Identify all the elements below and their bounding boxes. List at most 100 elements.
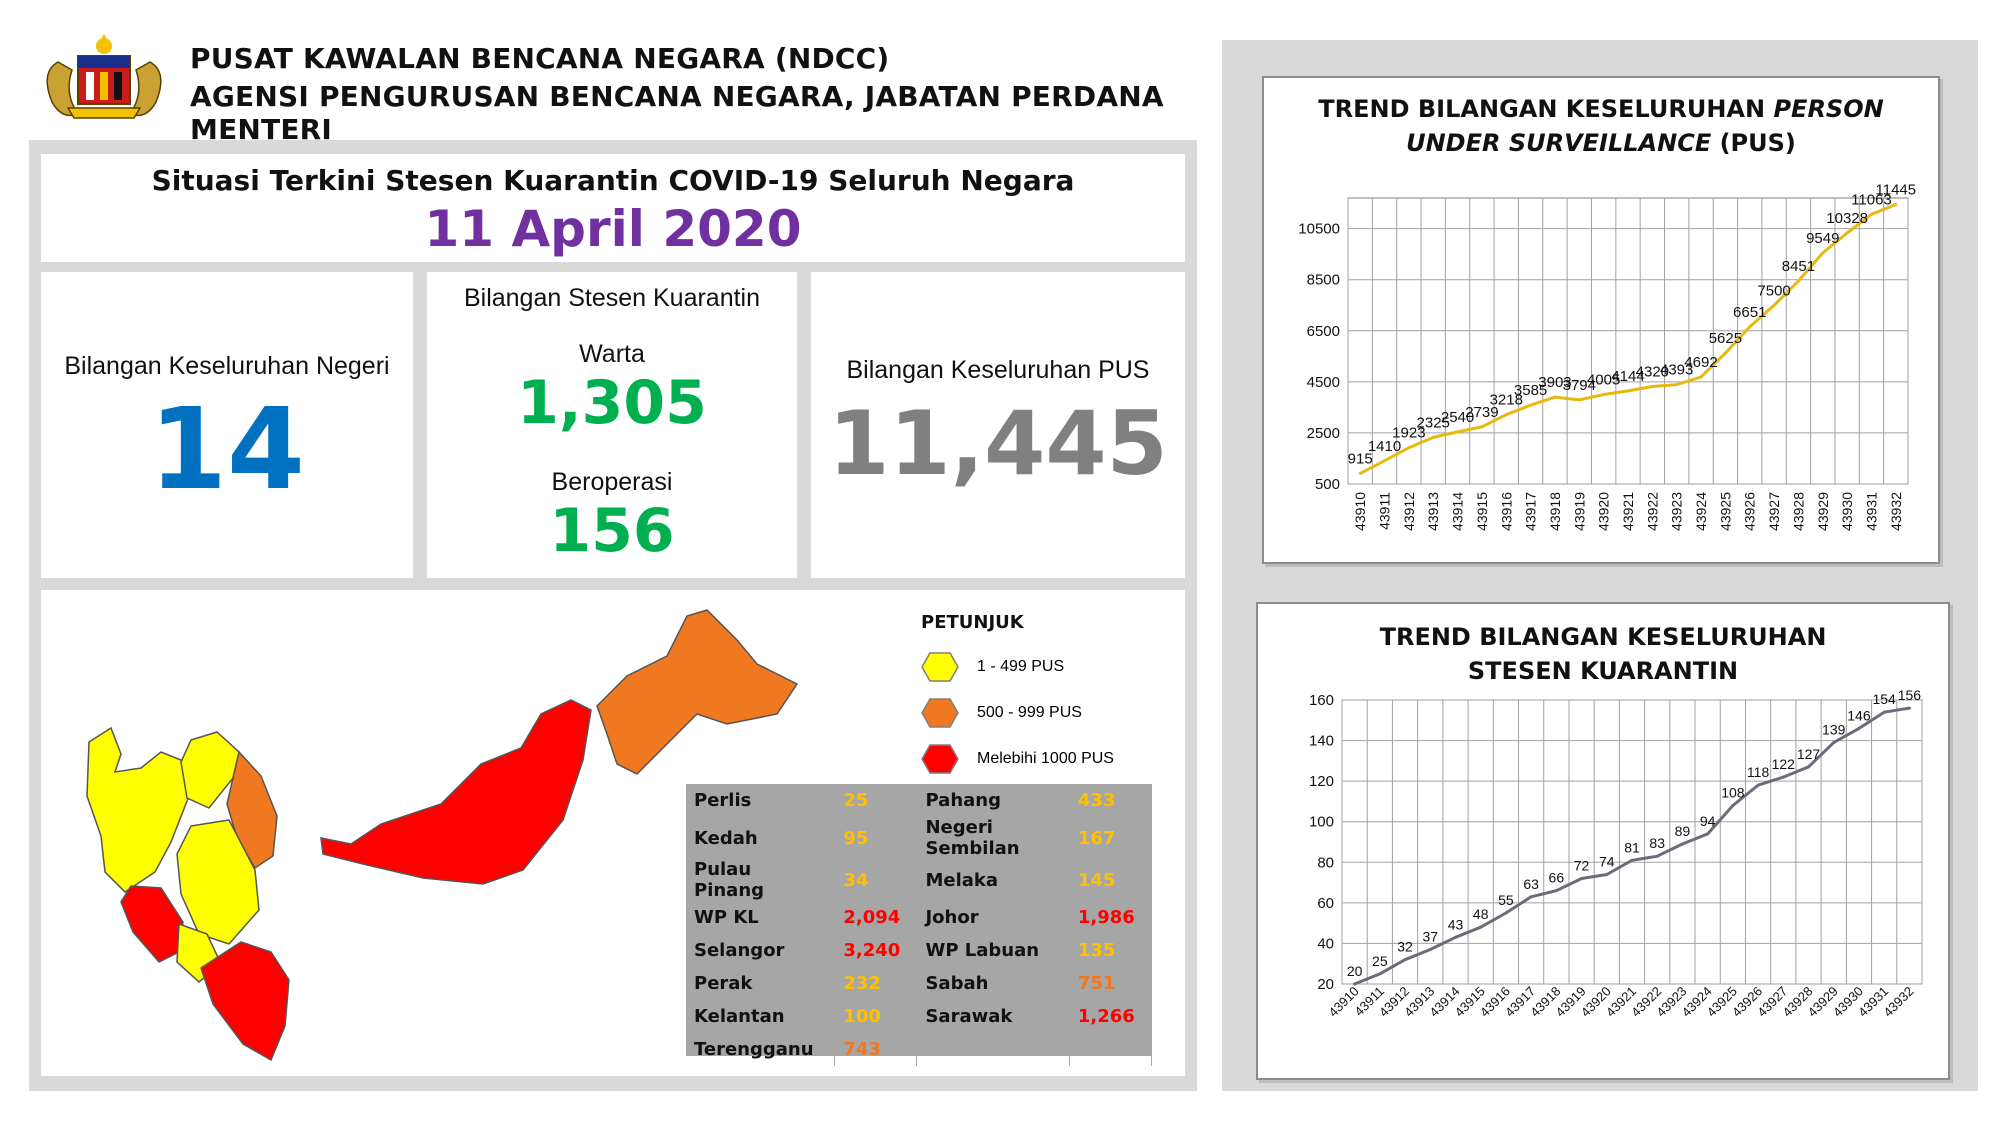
data-point xyxy=(1504,413,1508,417)
hexagon-orange-icon xyxy=(921,698,959,728)
y-tick-label: 20 xyxy=(1317,976,1334,993)
y-tick-label: 2500 xyxy=(1307,425,1340,442)
pus-title-part4: (PUS) xyxy=(1711,129,1796,157)
y-tick-label: 4500 xyxy=(1307,374,1340,391)
map-sabah xyxy=(596,609,799,775)
state-name: Selangor xyxy=(686,934,836,967)
state-value: 1,986 xyxy=(1069,901,1153,934)
y-tick-label: 500 xyxy=(1315,476,1340,493)
x-tick-label: 43918 xyxy=(1547,492,1563,531)
state-value xyxy=(1069,1033,1153,1066)
data-point xyxy=(1869,212,1873,216)
header: PUSAT KAWALAN BENCANA NEGARA (NDCC) AGEN… xyxy=(0,0,1200,146)
data-label: 10328 xyxy=(1826,210,1868,227)
map-sarawak xyxy=(320,699,592,885)
x-tick-label: 43928 xyxy=(1790,492,1806,531)
legend-label: Melebihi 1000 PUS xyxy=(977,750,1114,767)
data-label: 6651 xyxy=(1733,304,1766,321)
data-point xyxy=(1480,425,1484,429)
header-line2: AGENSI PENGURUSAN BENCANA NEGARA, JABATA… xyxy=(190,80,1164,146)
data-label: 7500 xyxy=(1757,282,1790,299)
x-tick-label: 43916 xyxy=(1498,492,1514,531)
legend-item: 500 - 999 PUS xyxy=(921,698,1161,728)
legend-item: 1 - 499 PUS xyxy=(921,652,1161,682)
data-label: 4144 xyxy=(1611,368,1644,385)
data-label: 127 xyxy=(1797,746,1821,762)
data-point xyxy=(1553,395,1557,399)
negeri-box: Bilangan Keseluruhan Negeri 14 xyxy=(41,272,413,578)
map-kelantan xyxy=(180,731,240,809)
warta-value: 1,305 xyxy=(517,368,707,438)
state-value: 167 xyxy=(1069,817,1153,859)
stesen-label: Bilangan Stesen Kuarantin xyxy=(463,284,761,312)
data-label: 1410 xyxy=(1368,438,1401,455)
state-name: Pulau Pinang xyxy=(686,859,836,901)
table-row: Terengganu 743 xyxy=(686,1033,1153,1066)
legend-item: Melebihi 1000 PUS xyxy=(921,744,1161,774)
x-tick-label: 43927 xyxy=(1766,492,1782,531)
legend-title: PETUNJUK xyxy=(921,612,1024,633)
data-label: 108 xyxy=(1721,784,1745,800)
situation-box: Situasi Terkini Stesen Kuarantin COVID-1… xyxy=(41,154,1185,262)
data-point xyxy=(1845,231,1849,235)
x-tick-label: 43917 xyxy=(1523,492,1539,531)
x-tick-label: 43932 xyxy=(1888,492,1904,531)
pus-title-part2: PERSON xyxy=(1773,95,1884,123)
y-tick-label: 10500 xyxy=(1298,221,1340,238)
data-point xyxy=(1428,948,1432,952)
data-label: 1923 xyxy=(1392,425,1425,442)
table-row: Kelantan 100 Sarawak 1,266 xyxy=(686,1000,1153,1033)
x-tick-label: 43910 xyxy=(1352,492,1368,531)
table-row: Selangor 3,240 WP Labuan 135 xyxy=(686,934,1153,967)
table-row: WP KL 2,094 Johor 1,986 xyxy=(686,901,1153,934)
data-label: 55 xyxy=(1498,892,1514,908)
state-value: 25 xyxy=(834,784,918,817)
data-label: 94 xyxy=(1700,813,1716,829)
data-label: 8451 xyxy=(1782,258,1815,275)
data-label: 48 xyxy=(1473,906,1489,922)
state-value: 433 xyxy=(1069,784,1153,817)
state-value: 232 xyxy=(834,967,918,1000)
data-point xyxy=(1706,832,1710,836)
map-johor xyxy=(200,941,290,1062)
data-point xyxy=(1680,842,1684,846)
x-tick-label: 43926 xyxy=(1742,492,1758,531)
pus-label: Bilangan Keseluruhan PUS xyxy=(846,356,1150,384)
data-label: 74 xyxy=(1599,853,1615,869)
data-point xyxy=(1403,958,1407,962)
table-row: Perak 232 Sabah 751 xyxy=(686,967,1153,1000)
state-name: Sabah xyxy=(916,967,1070,1000)
data-point xyxy=(1353,982,1357,986)
state-value: 34 xyxy=(834,859,918,901)
x-tick-label: 43922 xyxy=(1644,492,1660,531)
data-point xyxy=(1894,203,1898,207)
map-pahang xyxy=(176,819,260,945)
y-tick-label: 160 xyxy=(1309,692,1334,709)
y-tick-label: 6500 xyxy=(1307,323,1340,340)
x-tick-label: 43919 xyxy=(1571,492,1587,531)
data-point xyxy=(1602,392,1606,396)
stesen-chart: 2040608010012014016043910439114391243913… xyxy=(1309,687,1923,1020)
stesen-chart-box: TREND BILANGAN KESELURUHAN STESEN KUARAN… xyxy=(1256,602,1950,1080)
negeri-value: 14 xyxy=(149,385,305,515)
data-label: 2739 xyxy=(1465,404,1498,421)
pus-chart: 500 2500 4500 6500 8500 10500 43910 43911 43912 4… xyxy=(1298,182,1917,531)
malaysia-coat-of-arms-icon xyxy=(46,34,162,119)
data-label: 154 xyxy=(1872,691,1896,707)
data-point xyxy=(1857,726,1861,730)
situation-date: 11 April 2020 xyxy=(424,200,802,258)
data-label: 3218 xyxy=(1490,392,1523,409)
data-label: 11445 xyxy=(1876,182,1917,199)
data-point xyxy=(1807,765,1811,769)
data-point xyxy=(1407,446,1411,450)
state-value: 751 xyxy=(1069,967,1153,1000)
data-point xyxy=(1630,858,1634,862)
state-value: 743 xyxy=(834,1033,918,1066)
state-value: 95 xyxy=(834,817,918,859)
data-point xyxy=(1605,872,1609,876)
malaysia-map-icon xyxy=(86,609,799,1062)
left-panel: Situasi Terkini Stesen Kuarantin COVID-1… xyxy=(29,140,1197,1091)
y-tick-label: 100 xyxy=(1309,814,1334,831)
data-point xyxy=(1781,775,1785,779)
data-point xyxy=(1580,877,1584,881)
